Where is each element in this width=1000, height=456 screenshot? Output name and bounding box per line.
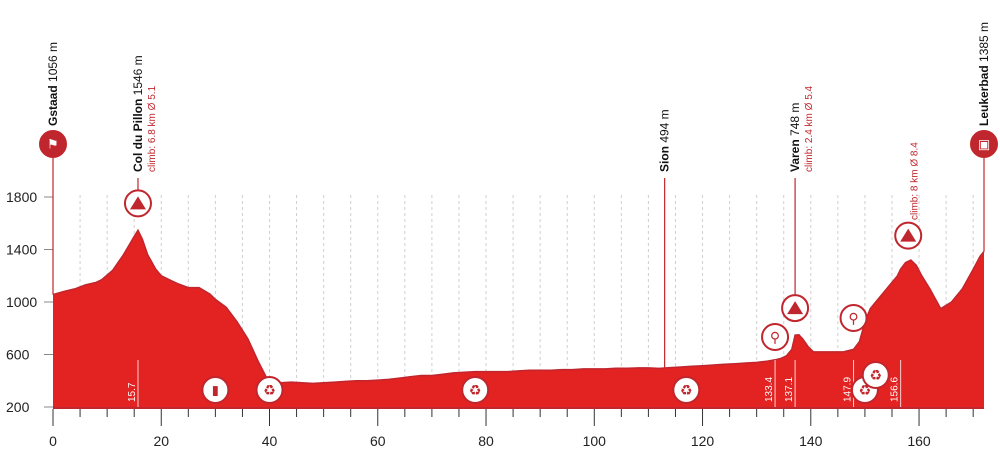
x-tick-label: 0 <box>49 433 57 449</box>
km-marker-label: 133.4 <box>764 377 775 402</box>
location-label: Sion 494 m <box>658 109 672 172</box>
svg-text:⚲: ⚲ <box>848 311 858 327</box>
svg-text:⚲: ⚲ <box>770 330 780 346</box>
sprint-icon: ⚲ <box>761 323 790 351</box>
start-flag-icon: ⚑ <box>39 130 67 158</box>
waste-zone-icon: ♻ <box>672 376 701 404</box>
y-tick-label: 1000 <box>6 294 37 310</box>
x-axis: 0 20 40 60 80 100 120 140 160 <box>49 407 984 449</box>
y-tick-label: 1800 <box>6 189 37 205</box>
climb-icon <box>123 189 152 218</box>
location-altitude: 1056 m <box>46 42 60 85</box>
km-markers: 15.7 133.4 137.1 147.9 156.6 <box>127 360 902 407</box>
svg-text:♻: ♻ <box>859 383 872 399</box>
svg-text:▣: ▣ <box>978 138 990 153</box>
route-icons: ⚲⚲▮ ♻ ♻ ♻ ♻♻⚑ ▣ <box>39 130 998 404</box>
climb-info-label: climb: 2.4 km Ø 5.4 <box>804 85 815 172</box>
waste-zone-icon: ♻ <box>861 361 890 389</box>
location-name: Varen <box>788 139 802 172</box>
y-tick-label: 200 <box>6 399 30 415</box>
climb-info-label: climb: 8 km Ø 8.4 <box>910 142 921 220</box>
location-label: Col du Pillon 1546 m <box>131 55 145 172</box>
km-marker-label: 156.6 <box>890 377 901 402</box>
location-label: Varen 748 m <box>788 103 802 172</box>
feed-zone-icon: ▮ <box>201 376 230 404</box>
location-altitude: 1546 m <box>131 55 145 98</box>
climb-icon <box>781 294 810 323</box>
svg-text:♻: ♻ <box>263 383 276 399</box>
svg-text:♻: ♻ <box>869 368 882 384</box>
x-tick-label: 40 <box>262 433 278 449</box>
x-tick-label: 140 <box>799 433 823 449</box>
x-tick-label: 160 <box>907 433 931 449</box>
location-lines <box>52 158 985 369</box>
location-name: Leukerbad <box>977 65 991 126</box>
climb-info-label: climb: 6.8 km Ø 5.1 <box>147 85 158 172</box>
finish-icon: ▣ <box>970 130 998 158</box>
svg-text:♻: ♻ <box>469 383 482 399</box>
location-altitude: 1385 m <box>977 22 991 65</box>
km-marker-label: 147.9 <box>843 377 854 402</box>
km-marker-label: 137.1 <box>784 377 795 402</box>
km-marker-label: 15.7 <box>127 382 138 402</box>
x-tick-label: 20 <box>153 433 169 449</box>
sprint-icon: ⚲ <box>839 304 868 332</box>
location-name: Gstaad <box>46 85 60 126</box>
location-label: Gstaad 1056 m <box>46 42 60 126</box>
x-tick-label: 60 <box>370 433 386 449</box>
location-name: Sion <box>658 146 672 172</box>
waste-zone-icon: ♻ <box>461 376 490 404</box>
x-tick-label: 80 <box>478 433 494 449</box>
climb-icon <box>894 221 923 250</box>
y-tick-label: 600 <box>6 347 30 363</box>
location-altitude: 494 m <box>658 109 672 146</box>
svg-text:▮: ▮ <box>212 384 219 399</box>
y-axis-ticks: 200 600 1000 1400 1800 <box>6 189 53 415</box>
location-label: Leukerbad 1385 m <box>977 22 991 126</box>
y-tick-label: 1400 <box>6 242 37 258</box>
location-altitude: 748 m <box>788 103 802 140</box>
svg-text:♻: ♻ <box>680 383 693 399</box>
svg-text:⚑: ⚑ <box>47 138 59 153</box>
x-tick-label: 100 <box>583 433 607 449</box>
waste-zone-icon: ♻ <box>255 376 284 404</box>
x-tick-label: 120 <box>691 433 715 449</box>
location-name: Col du Pillon <box>131 99 145 172</box>
